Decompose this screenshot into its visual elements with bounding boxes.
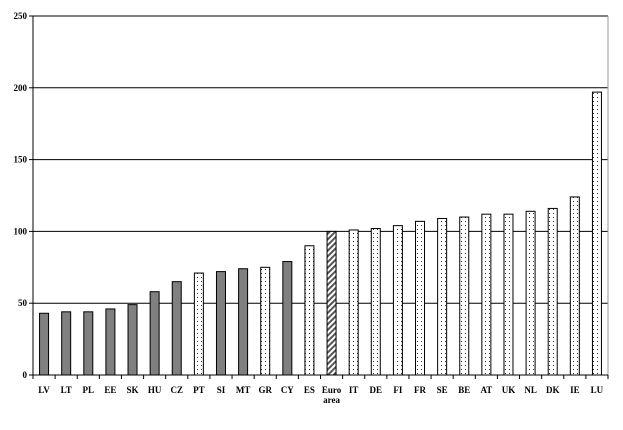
bar-pl xyxy=(83,311,94,376)
x-tick-label: GR xyxy=(258,385,272,395)
bar-gr xyxy=(260,266,271,376)
bar-se xyxy=(437,217,448,376)
x-tick-label: FR xyxy=(414,385,426,395)
bar-de xyxy=(370,228,381,376)
x-tick-label: CY xyxy=(281,385,294,395)
bar-cy xyxy=(282,261,293,376)
y-tick-label: 100 xyxy=(14,226,28,236)
bar-cz xyxy=(171,281,182,376)
x-tick-label: UK xyxy=(502,385,516,395)
bar-at xyxy=(481,213,492,376)
x-tick-label: LT xyxy=(61,385,72,395)
x-tick-label: EE xyxy=(104,385,116,395)
x-tick-label: NL xyxy=(524,385,537,395)
x-tick-label: SI xyxy=(217,385,226,395)
bar-dk xyxy=(547,207,558,376)
x-tick-label: Euro area xyxy=(322,385,342,405)
x-tick-label: CZ xyxy=(170,385,183,395)
x-tick-label: PT xyxy=(193,385,205,395)
x-tick-label: ES xyxy=(304,385,315,395)
x-tick-label: AT xyxy=(480,385,492,395)
bar-fr xyxy=(415,220,426,376)
x-tick-label: DK xyxy=(546,385,560,395)
x-tick-label: DE xyxy=(370,385,383,395)
y-tick-label: 0 xyxy=(23,370,28,380)
bar-pt xyxy=(193,272,204,376)
x-tick-label: SE xyxy=(437,385,448,395)
bar-es xyxy=(304,245,315,376)
bar-uk xyxy=(503,213,514,376)
y-tick-label: 50 xyxy=(18,298,28,308)
bar-euro-area xyxy=(326,230,337,376)
bar-hu xyxy=(149,291,160,376)
x-tick-label: LU xyxy=(591,385,604,395)
bar-sk xyxy=(127,304,138,376)
bar-ie xyxy=(569,196,580,376)
bar-si xyxy=(215,271,226,376)
y-tick-label: 150 xyxy=(14,155,28,165)
x-tick-label: IE xyxy=(570,385,580,395)
bar-nl xyxy=(525,210,536,376)
x-tick-label: SK xyxy=(127,385,139,395)
y-tick-label: 250 xyxy=(14,11,28,21)
x-tick-label: MT xyxy=(236,385,251,395)
bar-mt xyxy=(238,268,249,376)
bar-ee xyxy=(105,308,116,376)
bar-fi xyxy=(392,225,403,376)
y-tick-label: 200 xyxy=(14,83,28,93)
x-tick-label: LV xyxy=(38,385,50,395)
bar-be xyxy=(459,216,470,376)
bar-it xyxy=(348,229,359,376)
x-tick-label: IT xyxy=(349,385,359,395)
x-tick-label: HU xyxy=(148,385,162,395)
bar-lv xyxy=(39,312,50,376)
bar-lt xyxy=(61,311,72,376)
bar-lu xyxy=(591,91,602,376)
x-tick-label: FI xyxy=(393,385,402,395)
x-tick-label: PL xyxy=(83,385,95,395)
x-tick-label: BE xyxy=(458,385,470,395)
